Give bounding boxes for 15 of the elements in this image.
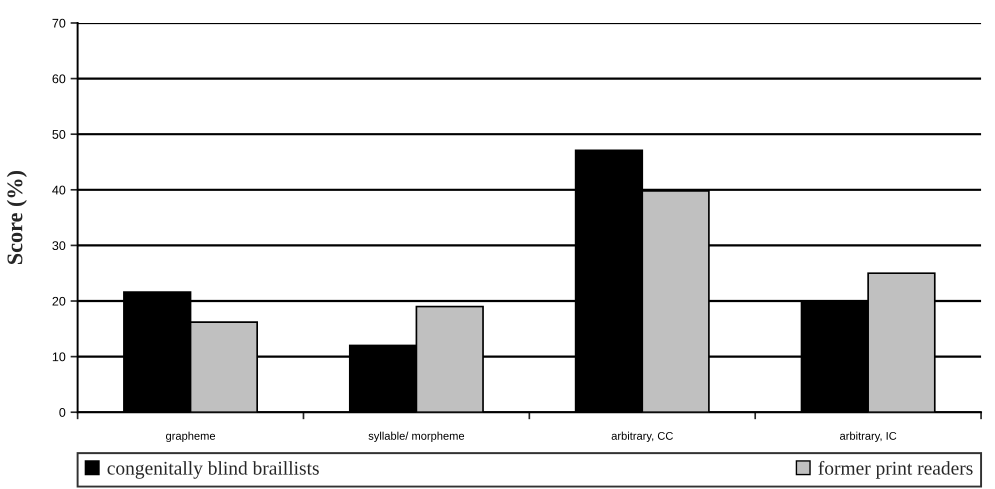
y-tick-label: 70 [52,18,66,28]
y-tick-label: 40 [52,186,66,194]
y-tick-label: 10 [52,352,66,362]
legend-label: former print readers [818,460,973,479]
x-tick-label: grapheme [166,432,216,442]
y-tick-label: 60 [52,74,66,84]
y-tick-label: 0 [59,408,66,417]
x-tick-label: arbitrary, IC [840,432,896,442]
y-axis-title: Score (%) [6,170,27,264]
legend-label: congenitally blind braillists [108,461,319,479]
x-tick-label: syllable/ morpheme [368,432,464,442]
y-tick-label: 20 [52,296,66,306]
y-tick-label: 50 [52,130,66,139]
x-tick-label: arbitrary, CC [612,432,673,442]
y-tick-label: 30 [52,241,66,250]
